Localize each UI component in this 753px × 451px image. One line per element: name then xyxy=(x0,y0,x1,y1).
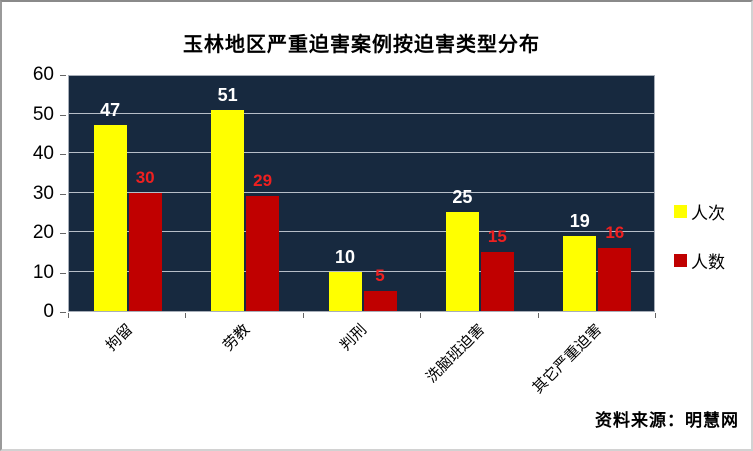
y-axis-label-20: 20 xyxy=(32,222,54,243)
chart-title: 玉林地区严重迫害案例按迫害类型分布 xyxy=(183,34,540,56)
data-label-人次-判刑: 10 xyxy=(334,246,356,267)
y-axis-label-10: 10 xyxy=(32,261,54,283)
bar-人次-其它严重迫害 xyxy=(563,236,597,311)
plot-area: 47 51 10 25 19 30 29 5 15 16 xyxy=(68,75,655,312)
data-label-人数-判刑: 5 xyxy=(375,266,385,286)
x-axis-label-洗脑班迫害: 洗脑班迫害 xyxy=(423,321,489,387)
gridline-30 xyxy=(69,191,654,193)
bar-人次-洗脑班迫害 xyxy=(445,212,479,311)
bar-人数-洗脑班迫害 xyxy=(480,251,514,311)
y-axis-tick-40 xyxy=(60,154,66,155)
y-axis-tick-20 xyxy=(60,233,66,234)
x-axis-tick-2 xyxy=(302,313,304,318)
y-axis-label-60: 60 xyxy=(32,64,54,85)
legend-item-人次: 人次 xyxy=(674,199,725,224)
x-axis-tick-0 xyxy=(68,313,69,318)
y-axis-tick-0 xyxy=(60,312,66,313)
data-label-人次-拘留: 47 xyxy=(100,100,121,121)
legend-label: 人次 xyxy=(691,204,725,223)
bar-人次-拘留 xyxy=(93,125,127,311)
gridline-10 xyxy=(69,270,654,272)
y-axis-label-40: 40 xyxy=(32,143,54,164)
source-note: 资料来源：明慧网 xyxy=(595,411,739,430)
data-label-人次-其它严重迫害: 19 xyxy=(569,211,590,231)
legend: 人次 人数 xyxy=(674,199,725,297)
bar-人数-其它严重迫害 xyxy=(598,247,632,311)
bar-人次-判刑 xyxy=(328,271,362,311)
y-axis-tick-30 xyxy=(60,193,66,195)
x-axis-label-其它严重迫害: 其它严重迫害 xyxy=(530,321,606,397)
gridline-20 xyxy=(69,231,654,232)
x-axis-label-判刑: 判刑 xyxy=(338,321,371,355)
bar-人次-劳教 xyxy=(211,109,245,311)
gridline-40 xyxy=(69,152,654,153)
data-label-人数-其它严重迫害: 16 xyxy=(605,222,625,242)
bar-人数-劳教 xyxy=(246,196,280,311)
data-label-人数-劳教: 29 xyxy=(253,171,273,191)
y-axis-label-30: 30 xyxy=(32,182,54,204)
bar-人数-判刑 xyxy=(363,291,397,311)
y-axis-label-50: 50 xyxy=(32,103,54,125)
data-label-人次-洗脑班迫害: 25 xyxy=(452,187,473,208)
data-label-人数-拘留: 30 xyxy=(135,167,155,187)
gridline-50 xyxy=(69,112,654,114)
legend-swatch-icon xyxy=(674,254,687,267)
data-label-人数-洗脑班迫害: 15 xyxy=(487,226,507,246)
y-axis-tick-60 xyxy=(60,75,66,76)
x-axis-label-劳教: 劳教 xyxy=(220,321,254,355)
bar-人数-拘留 xyxy=(128,192,162,311)
data-label-人次-劳教: 51 xyxy=(217,84,238,105)
x-axis-tick-4 xyxy=(537,313,539,318)
x-axis-label-拘留: 拘留 xyxy=(103,321,136,355)
legend-label: 人数 xyxy=(691,253,725,272)
legend-swatch-icon xyxy=(674,205,687,218)
y-axis-label-0: 0 xyxy=(43,301,54,322)
x-axis-tick-5 xyxy=(655,313,656,318)
y-axis-tick-50 xyxy=(60,114,66,116)
x-axis-tick-3 xyxy=(420,313,422,318)
legend-item-人数: 人数 xyxy=(674,248,725,273)
y-axis-tick-10 xyxy=(60,272,66,274)
x-axis-tick-1 xyxy=(185,313,187,318)
